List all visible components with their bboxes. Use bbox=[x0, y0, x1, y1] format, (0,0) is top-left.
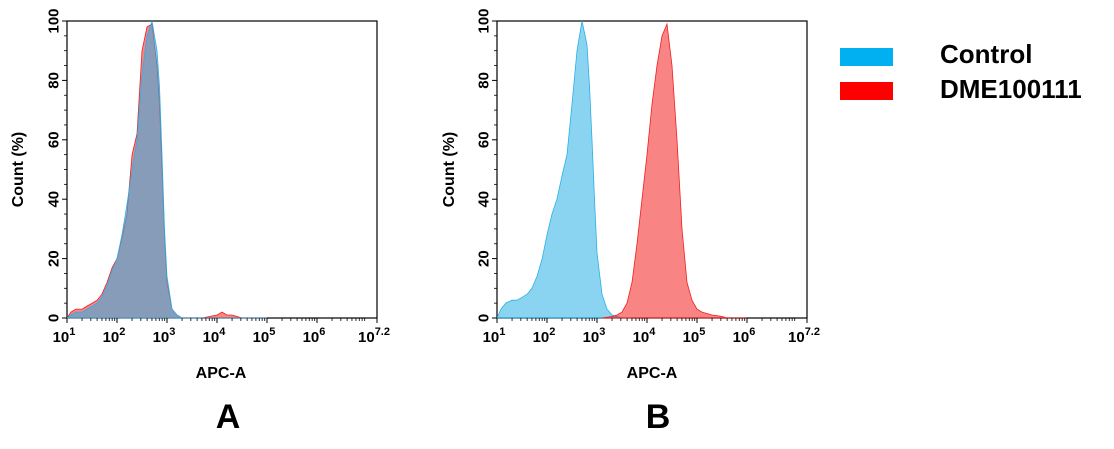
y-tick-label: 100 bbox=[475, 8, 492, 33]
x-tick-exponent: 5 bbox=[269, 326, 275, 338]
y-tick-label: 60 bbox=[45, 131, 62, 148]
plot-a-series bbox=[65, 20, 267, 319]
x-tick-base: 10 bbox=[153, 329, 170, 346]
y-tick-label: 20 bbox=[45, 250, 62, 267]
legend-swatch-dme100111 bbox=[840, 82, 893, 100]
x-tick-exponent: 1 bbox=[499, 326, 505, 338]
x-tick-exponent: 4 bbox=[219, 326, 226, 338]
x-tick-exponent: 2 bbox=[549, 326, 555, 338]
x-tick-exponent: 3 bbox=[169, 326, 175, 338]
plot-b-xlabel: APC-A bbox=[627, 365, 678, 382]
x-tick-base: 10 bbox=[53, 329, 70, 346]
x-tick-label: 102 bbox=[533, 326, 556, 346]
x-tick-label: 107.2 bbox=[788, 326, 820, 346]
x-tick-base: 10 bbox=[303, 329, 320, 346]
x-tick-exponent: 2 bbox=[119, 326, 125, 338]
x-tick-exponent: 6 bbox=[749, 326, 755, 338]
x-tick-label: 101 bbox=[53, 326, 76, 346]
plot-a-x-axis: 101 102 103 104 105 106 107.2 bbox=[53, 318, 390, 346]
y-tick-label: 0 bbox=[45, 314, 62, 322]
series-control-area bbox=[65, 20, 267, 319]
y-tick-label: 80 bbox=[45, 72, 62, 89]
plot-b-x-axis: 101 102 103 104 105 106 107.2 bbox=[483, 318, 820, 346]
plot-b-ylabel: Count (%) bbox=[441, 132, 458, 208]
y-tick-label: 40 bbox=[45, 191, 62, 208]
x-tick-base: 10 bbox=[358, 329, 375, 346]
x-tick-label: 105 bbox=[683, 326, 706, 346]
legend-label-dme100111: DME100111 bbox=[940, 74, 1082, 104]
plot-b-y-axis: 0 20 40 60 80 100 bbox=[475, 8, 497, 322]
y-tick-label: 20 bbox=[475, 250, 492, 267]
panel-label-a: A bbox=[216, 398, 241, 436]
x-tick-exponent: 4 bbox=[649, 326, 656, 338]
series-dme100111-area bbox=[601, 22, 747, 319]
x-tick-exponent: 7.2 bbox=[805, 326, 820, 338]
x-tick-label: 104 bbox=[203, 326, 227, 346]
x-tick-base: 10 bbox=[583, 329, 600, 346]
x-tick-base: 10 bbox=[683, 329, 700, 346]
plot-a-xlabel: APC-A bbox=[196, 365, 247, 382]
x-tick-exponent: 5 bbox=[699, 326, 705, 338]
x-tick-exponent: 6 bbox=[319, 326, 325, 338]
x-tick-exponent: 7.2 bbox=[375, 326, 390, 338]
x-tick-base: 10 bbox=[203, 329, 220, 346]
x-tick-base: 10 bbox=[483, 329, 500, 346]
x-tick-label: 106 bbox=[733, 326, 756, 346]
legend-swatch-control bbox=[840, 48, 893, 66]
x-tick-exponent: 3 bbox=[599, 326, 605, 338]
legend-label-control: Control bbox=[940, 39, 1032, 69]
x-tick-base: 10 bbox=[788, 329, 805, 346]
legend: Control DME100111 bbox=[840, 39, 1082, 104]
x-tick-label: 102 bbox=[103, 326, 126, 346]
x-tick-label: 101 bbox=[483, 326, 506, 346]
x-tick-label: 103 bbox=[583, 326, 606, 346]
y-tick-label: 100 bbox=[45, 8, 62, 33]
x-tick-base: 10 bbox=[633, 329, 650, 346]
y-tick-label: 40 bbox=[475, 191, 492, 208]
x-tick-base: 10 bbox=[733, 329, 750, 346]
x-tick-base: 10 bbox=[533, 329, 550, 346]
x-tick-label: 106 bbox=[303, 326, 326, 346]
x-tick-label: 107.2 bbox=[358, 326, 390, 346]
x-tick-label: 103 bbox=[153, 326, 176, 346]
x-tick-label: 105 bbox=[253, 326, 276, 346]
y-tick-label: 60 bbox=[475, 131, 492, 148]
y-tick-label: 80 bbox=[475, 72, 492, 89]
series-control-area bbox=[496, 20, 632, 319]
x-tick-base: 10 bbox=[103, 329, 120, 346]
panel-label-b: B bbox=[646, 398, 671, 436]
x-tick-exponent: 1 bbox=[69, 326, 75, 338]
plot-a-ylabel: Count (%) bbox=[10, 132, 27, 208]
x-tick-base: 10 bbox=[253, 329, 270, 346]
plot-a-y-axis: 0 20 40 60 80 100 bbox=[45, 8, 67, 322]
plot-b-series bbox=[496, 20, 747, 319]
x-tick-label: 104 bbox=[633, 326, 657, 346]
y-tick-label: 0 bbox=[475, 314, 492, 322]
